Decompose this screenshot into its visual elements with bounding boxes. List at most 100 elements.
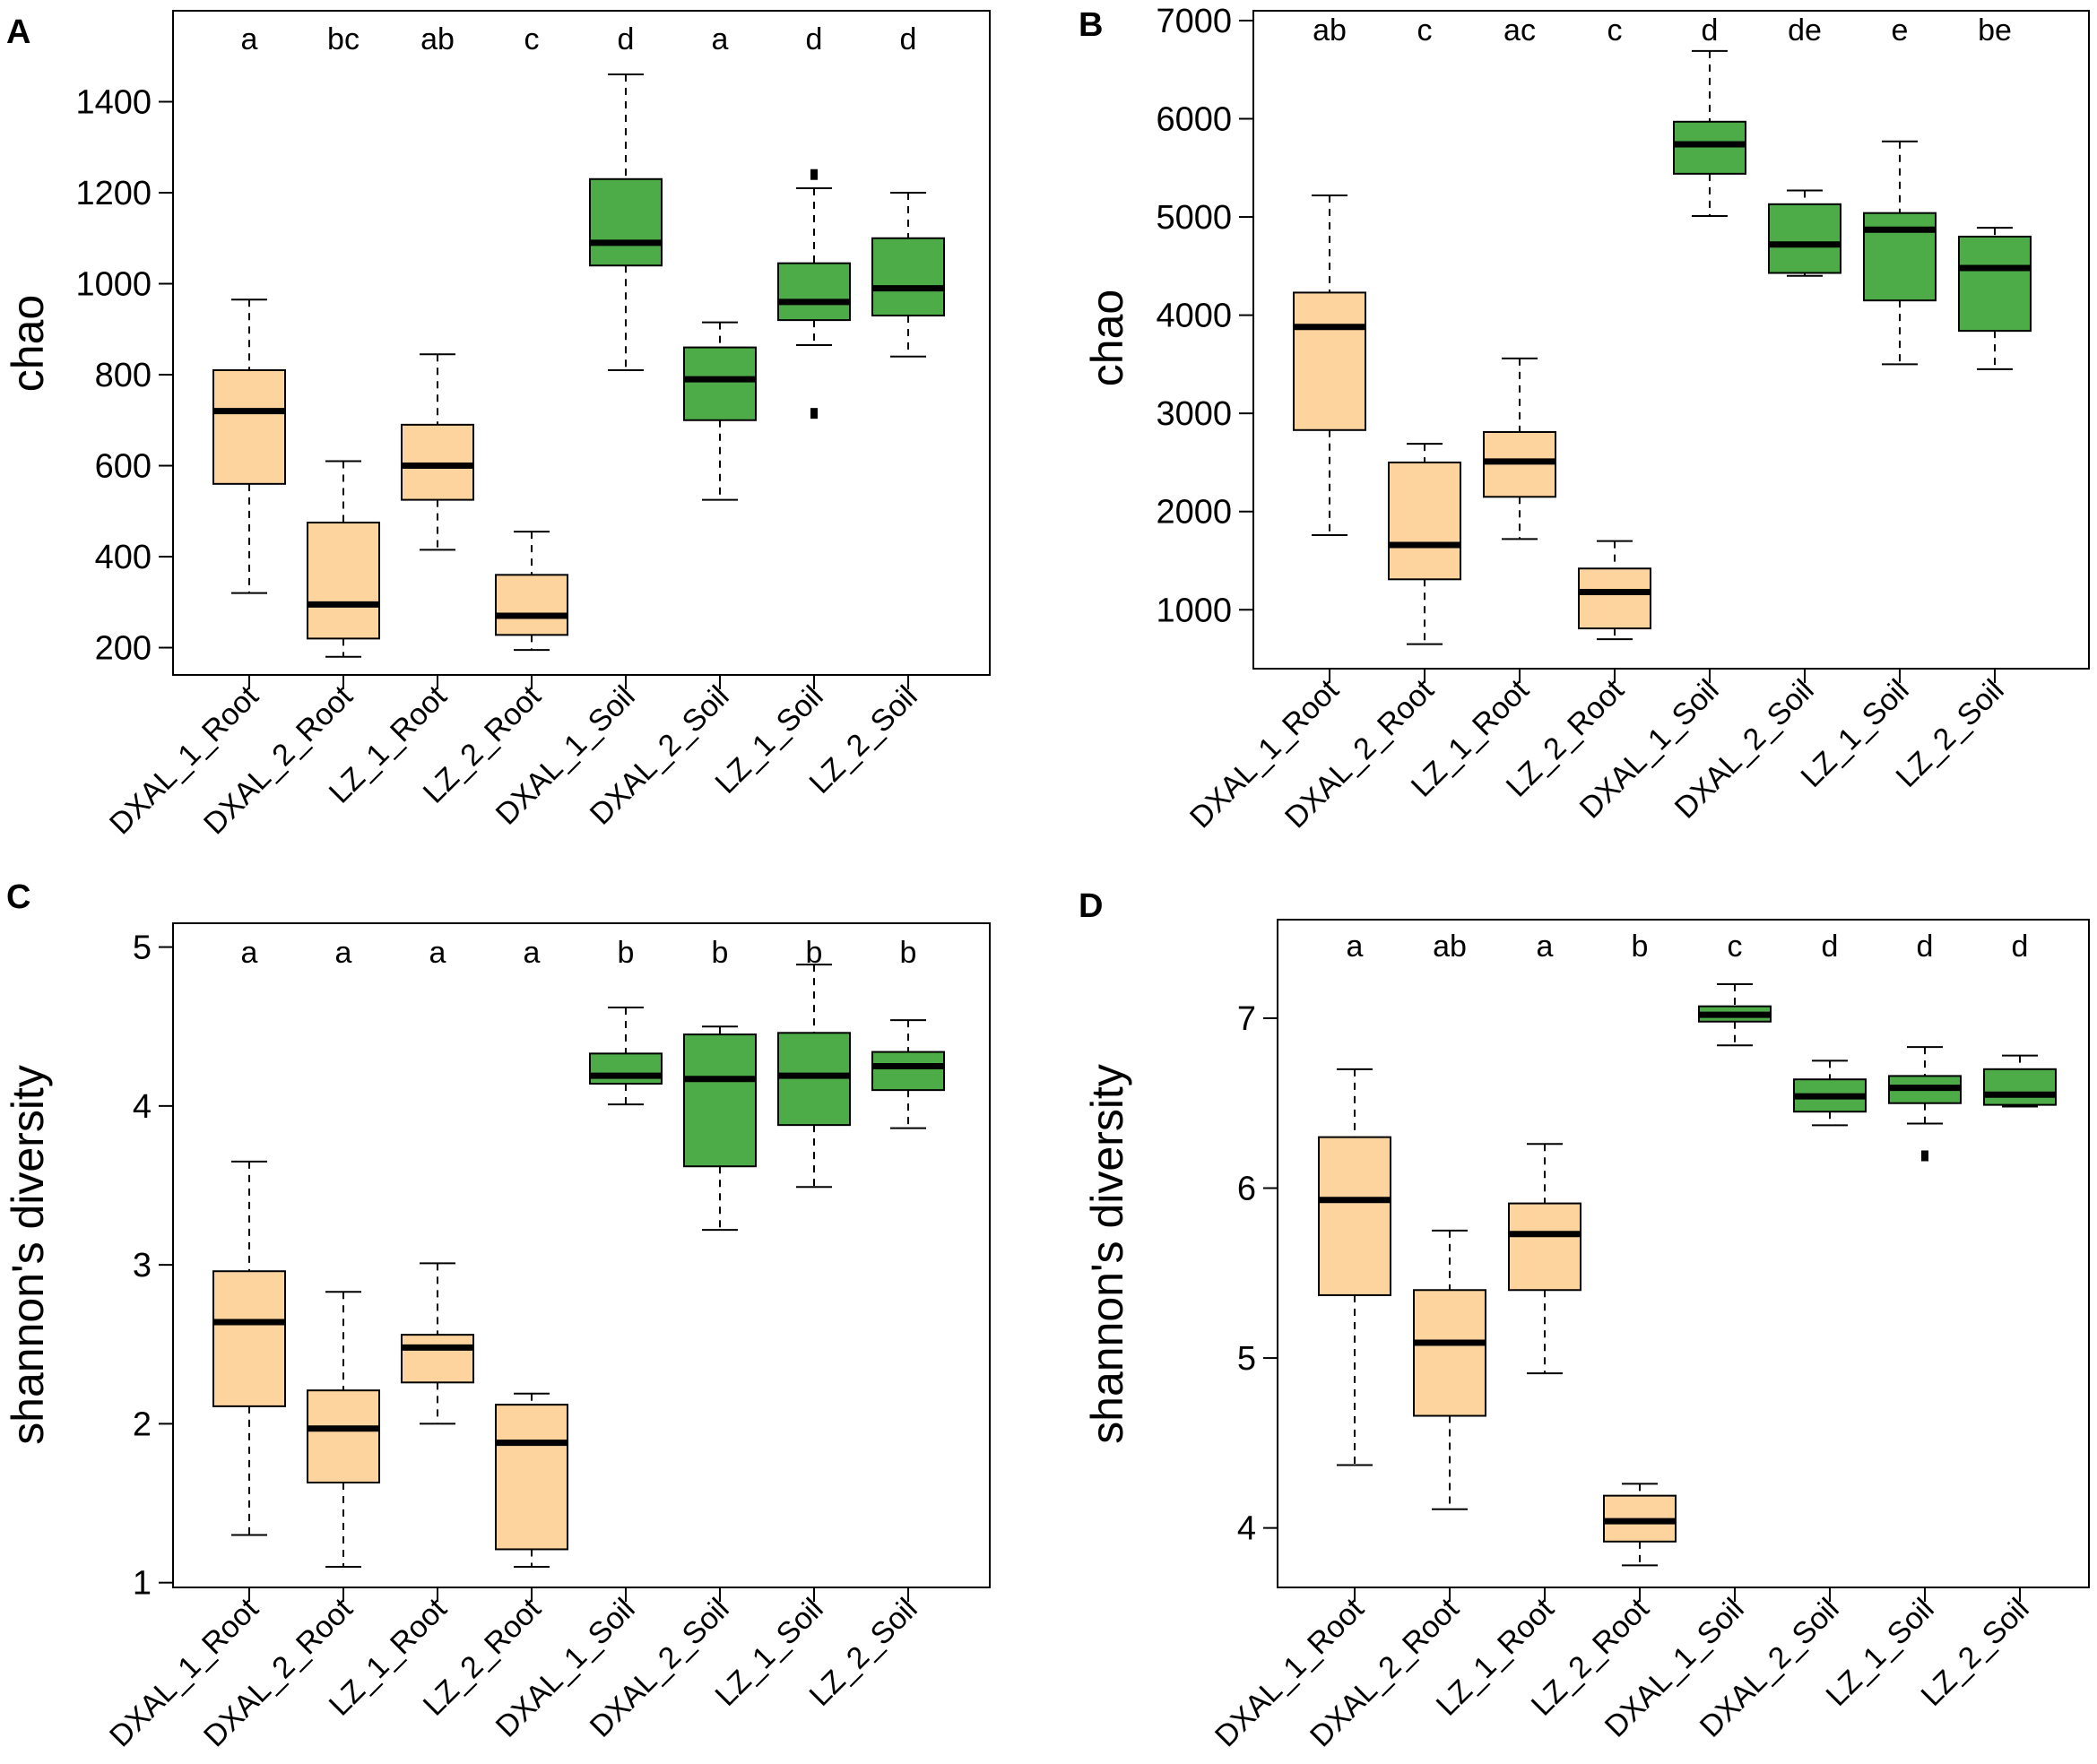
box-lz-1-root xyxy=(401,353,474,551)
box-iqr xyxy=(1983,1068,2057,1106)
y-tick-label: 2000 xyxy=(1156,494,1232,532)
significance-letter: d xyxy=(2012,930,2029,964)
box-dxal-1-root xyxy=(1318,1068,1391,1466)
y-axis-label: chao xyxy=(3,295,53,392)
y-tick-label: 5 xyxy=(133,930,152,967)
significance-letter: b xyxy=(1632,930,1649,964)
y-tick-label: 2 xyxy=(133,1405,152,1443)
y-tick-label: 200 xyxy=(95,630,152,668)
panel-letter: C xyxy=(6,878,30,916)
panel-letter: A xyxy=(6,13,30,51)
panel-letter: B xyxy=(1079,6,1103,44)
box-lz-1-root xyxy=(1508,1143,1581,1375)
box-lz-2-soil xyxy=(1958,227,2032,370)
significance-letter: a xyxy=(241,22,258,56)
significance-letter: a xyxy=(335,936,352,970)
box-dxal-2-soil xyxy=(683,1025,757,1232)
box-iqr xyxy=(1578,567,1651,630)
y-axis-label: shannon's diversity xyxy=(3,1065,53,1445)
y-tick-label: 6000 xyxy=(1156,101,1232,139)
significance-letter: a xyxy=(429,936,446,970)
box-lz-1-soil xyxy=(1863,140,1937,366)
significance-letter: b xyxy=(900,936,917,970)
box-lz-1-soil xyxy=(1888,1046,1962,1162)
y-tick-label: 400 xyxy=(95,539,152,576)
y-tick-label: 600 xyxy=(95,448,152,486)
significance-letter: d xyxy=(618,22,635,56)
plot-frame xyxy=(172,10,991,676)
y-tick-label: 1400 xyxy=(75,84,152,122)
significance-letter: ab xyxy=(420,22,455,56)
outlier-point xyxy=(1921,1150,1928,1162)
box-iqr xyxy=(212,368,286,485)
y-tick-label: 800 xyxy=(95,357,152,394)
y-tick-label: 7000 xyxy=(1156,3,1232,40)
significance-letter: d xyxy=(900,22,917,56)
y-tick-label: 4 xyxy=(1237,1510,1256,1548)
y-tick-label: 5 xyxy=(1237,1340,1256,1378)
box-dxal-2-root xyxy=(307,460,380,658)
significance-letter: d xyxy=(1822,930,1839,964)
significance-letter: ab xyxy=(1313,13,1347,48)
box-lz-2-soil xyxy=(1983,1054,2057,1108)
significance-letter: e xyxy=(1892,13,1909,48)
box-iqr xyxy=(777,262,851,322)
box-iqr xyxy=(871,1051,945,1092)
significance-letter: b xyxy=(712,936,729,970)
box-iqr xyxy=(777,1032,851,1127)
box-lz-1-root xyxy=(401,1262,474,1425)
box-iqr xyxy=(495,1404,568,1551)
y-tick-label: 7 xyxy=(1237,1000,1256,1038)
box-dxal-1-soil xyxy=(1698,983,1772,1047)
y-tick-label: 1000 xyxy=(1156,592,1232,629)
box-dxal-2-soil xyxy=(1793,1059,1867,1127)
significance-letter: c xyxy=(1607,13,1623,48)
significance-letter: d xyxy=(1702,13,1719,48)
box-iqr xyxy=(1863,212,1937,302)
box-iqr xyxy=(1673,120,1746,175)
plot-frame xyxy=(1277,919,2090,1588)
box-dxal-2-root xyxy=(1413,1229,1486,1510)
y-tick-label: 4000 xyxy=(1156,298,1232,335)
significance-letter: be xyxy=(1978,13,2012,48)
box-dxal-1-root xyxy=(212,298,286,594)
significance-letter: de xyxy=(1788,13,1822,48)
box-lz-2-root xyxy=(1578,540,1651,641)
significance-letter: d xyxy=(806,22,823,56)
outlier-point xyxy=(810,169,818,180)
y-tick-label: 3000 xyxy=(1156,395,1232,433)
plot-frame xyxy=(172,922,991,1588)
box-dxal-1-root xyxy=(1293,194,1366,537)
panel-letter: D xyxy=(1079,887,1103,925)
significance-letter: a xyxy=(1347,930,1364,964)
y-axis-label: shannon's diversity xyxy=(1082,1064,1132,1444)
significance-letter: a xyxy=(241,936,258,970)
significance-letter: b xyxy=(618,936,635,970)
box-iqr xyxy=(1958,235,2032,333)
plot-frame xyxy=(1252,10,2090,670)
box-dxal-2-soil xyxy=(1768,189,1841,277)
box-dxal-2-soil xyxy=(683,321,757,501)
significance-letter: c xyxy=(1417,13,1433,48)
box-iqr xyxy=(307,521,380,640)
significance-letter: b xyxy=(806,936,823,970)
box-lz-1-soil xyxy=(777,169,851,419)
box-iqr xyxy=(401,1334,474,1384)
box-iqr xyxy=(1508,1202,1581,1292)
box-iqr xyxy=(589,177,663,267)
box-iqr xyxy=(307,1389,380,1483)
box-lz-2-root xyxy=(495,531,568,652)
outlier-point xyxy=(810,408,818,419)
significance-letter: c xyxy=(1728,930,1743,964)
y-tick-label: 5000 xyxy=(1156,199,1232,237)
significance-letter: a xyxy=(1537,930,1554,964)
significance-letter: ac xyxy=(1503,13,1536,48)
significance-letter: a xyxy=(524,936,541,970)
box-iqr xyxy=(683,346,757,421)
y-tick-label: 3 xyxy=(133,1247,152,1284)
y-tick-label: 1200 xyxy=(75,175,152,212)
box-iqr xyxy=(871,237,945,317)
y-tick-label: 6 xyxy=(1237,1171,1256,1208)
